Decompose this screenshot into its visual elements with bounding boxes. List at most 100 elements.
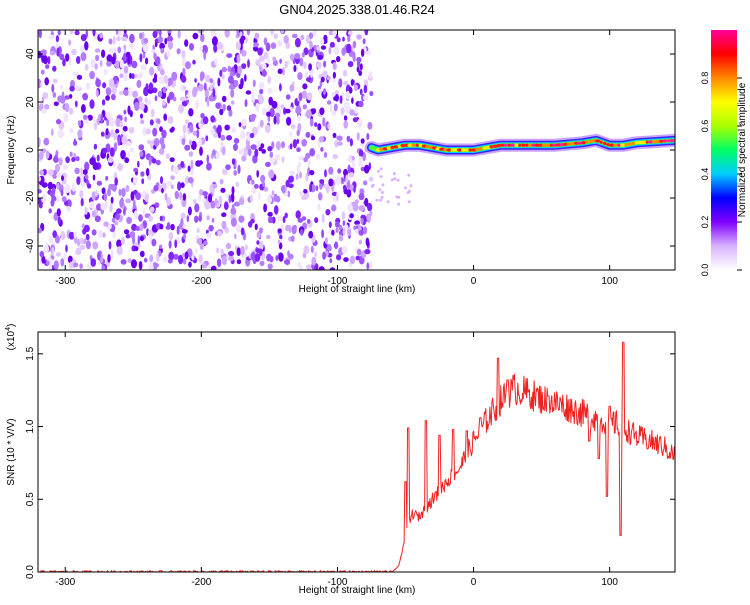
noise-blob: [299, 57, 304, 67]
noise-blob: [210, 30, 215, 36]
noise-blob: [158, 75, 165, 85]
noise-blob: [163, 74, 168, 84]
noise-blob: [105, 128, 109, 136]
noise-blob: [68, 57, 72, 66]
noise-blob: [202, 44, 208, 55]
noise-blob: [306, 77, 311, 82]
noise-blob: [364, 197, 369, 207]
noise-blob: [69, 85, 75, 92]
noise-blob: [129, 147, 134, 153]
noise-blob: [213, 44, 218, 53]
noise-blob: [60, 189, 64, 197]
noise-blob: [151, 238, 157, 247]
noise-blob: [158, 244, 163, 249]
noise-blob: [102, 232, 106, 238]
noise-blob: [216, 247, 220, 254]
noise-blob: [68, 39, 72, 46]
noise-blob: [39, 169, 44, 176]
noise-blob: [318, 88, 322, 94]
noise-blob: [221, 146, 226, 156]
noise-blob: [359, 63, 363, 71]
noise-blob: [224, 30, 230, 38]
noise-blob: [397, 195, 401, 199]
x-tick-label: 100: [601, 577, 618, 588]
noise-blob: [234, 79, 239, 87]
noise-blob: [323, 151, 328, 158]
noise-blob: [298, 190, 304, 197]
noise-blob: [52, 230, 57, 239]
noise-blob: [336, 254, 342, 261]
noise-blob: [228, 195, 232, 204]
noise-blob: [247, 148, 252, 157]
noise-blob: [123, 65, 129, 74]
noise-blob: [48, 34, 55, 40]
noise-blob: [53, 156, 59, 163]
noise-blob: [407, 173, 411, 177]
noise-blob: [84, 63, 89, 71]
noise-blob: [180, 85, 184, 91]
noise-blob: [356, 34, 362, 40]
noise-blob: [97, 251, 101, 260]
noise-blob: [280, 104, 285, 109]
noise-blob: [125, 185, 130, 193]
y-tick-label: -40: [25, 238, 36, 253]
noise-blob: [139, 250, 145, 258]
noise-blob: [296, 138, 300, 144]
noise-blob: [332, 30, 337, 38]
noise-blob: [307, 167, 311, 177]
noise-blob: [313, 30, 317, 37]
signal-core: [602, 141, 607, 146]
noise-blob: [100, 131, 105, 137]
noise-blob: [144, 194, 149, 203]
noise-blob: [162, 86, 167, 94]
noise-blob: [250, 251, 256, 261]
noise-blob: [393, 177, 397, 181]
x-tick-label: -200: [191, 577, 211, 588]
noise-blob: [47, 56, 51, 65]
noise-blob: [125, 233, 131, 239]
noise-blob: [105, 87, 112, 96]
noise-blob: [244, 99, 248, 108]
noise-blob: [66, 206, 72, 212]
noise-blob: [212, 183, 218, 189]
noise-blob: [264, 124, 271, 134]
noise-blob: [273, 205, 279, 215]
noise-blob: [328, 30, 334, 36]
noise-blob: [336, 37, 341, 43]
noise-blob: [336, 135, 343, 141]
noise-blob: [257, 47, 263, 56]
noise-blob: [50, 198, 55, 207]
colorbar-tick-label: 0.4: [700, 168, 710, 181]
noise-blob: [103, 192, 108, 202]
noise-blob: [262, 181, 266, 188]
noise-blob: [159, 223, 164, 230]
noise-blob: [291, 225, 297, 235]
noise-blob: [246, 30, 251, 36]
noise-blob: [365, 237, 370, 247]
noise-blob: [235, 41, 241, 51]
noise-blob: [218, 131, 221, 139]
noise-blob: [216, 127, 220, 134]
noise-blob: [323, 60, 327, 68]
noise-blob: [96, 154, 100, 162]
noise-blob: [339, 95, 343, 104]
noise-blob: [326, 244, 332, 251]
noise-blob: [120, 129, 124, 135]
noise-blob: [155, 123, 160, 130]
noise-blob: [149, 206, 155, 213]
noise-blob: [167, 40, 174, 50]
noise-blob: [87, 183, 92, 189]
noise-blob: [217, 77, 221, 87]
noise-blob: [160, 47, 165, 54]
noise-blob: [284, 259, 290, 265]
noise-blob: [341, 211, 346, 220]
noise-blob: [328, 221, 332, 228]
noise-blob: [75, 156, 80, 162]
noise-blob: [318, 266, 325, 270]
noise-blob: [206, 154, 210, 164]
noise-blob: [77, 120, 82, 127]
noise-blob: [173, 253, 179, 260]
noise-blob: [80, 180, 86, 188]
noise-blob: [276, 40, 283, 47]
signal-core: [475, 147, 480, 151]
